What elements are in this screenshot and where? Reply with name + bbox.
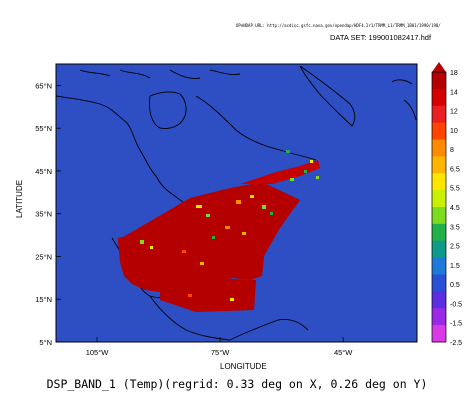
map-panel — [55, 63, 418, 343]
colorbar-segment — [432, 156, 446, 174]
colorbar-label: -2.5 — [450, 340, 462, 347]
swath-north-streak — [240, 160, 320, 184]
x-tick-label: 105°W — [86, 348, 110, 357]
colorbar-label: 5.5 — [450, 186, 460, 193]
colorbar-segment — [432, 207, 446, 225]
colorbar-label: 12 — [450, 109, 458, 116]
x-axis-title: LONGITUDE — [220, 362, 267, 371]
coast-hudson-bay — [149, 91, 187, 129]
colorbar-label: 1.5 — [450, 263, 460, 270]
axis-ticks — [56, 84, 344, 343]
colorbar-segment — [432, 122, 446, 140]
swath-main — [118, 182, 300, 292]
colorbar-segment — [432, 240, 446, 259]
coast-europe — [403, 99, 417, 121]
colorbar-label: 18 — [450, 70, 458, 77]
colorbar-segment — [432, 72, 446, 90]
colorbar-segment — [432, 291, 446, 309]
y-tick-label: 35°N — [35, 210, 52, 219]
colorbar-segment — [432, 223, 446, 242]
y-tick-labels: 15°N 25°N 35°N 45°N 55°N 65°N 5°N — [35, 81, 52, 347]
swath-gulf-west — [118, 230, 168, 272]
source-url-line: OPeNDAP URL: http://acdisc.gsfc.nasa.gov… — [236, 23, 441, 28]
x-tick-label: 45°W — [334, 348, 353, 357]
colorbar-label: 3.5 — [450, 224, 460, 231]
colorbar-segment — [432, 173, 446, 191]
colorbar-segment — [432, 139, 446, 157]
x-tick-labels: 105°W 75°W 45°W — [86, 348, 354, 357]
y-tick-label: 55°N — [35, 124, 52, 133]
y-tick-label: 5°N — [39, 338, 52, 347]
colorbar-label: 0.5 — [450, 282, 460, 289]
coast-central-america — [149, 295, 231, 341]
coast-arctic-islands — [79, 69, 241, 79]
coast-south-america — [229, 319, 309, 341]
swath-south — [160, 276, 256, 312]
data-swath — [118, 150, 320, 312]
colorbar-label: 6.5 — [450, 166, 460, 173]
coast-labrador — [195, 95, 317, 161]
colorbar-label: 14 — [450, 89, 458, 96]
colorbar-label: 4.5 — [450, 205, 460, 212]
colorbar-segment — [432, 257, 446, 275]
y-axis-title: LATITUDE — [15, 179, 24, 218]
swath-speckles — [140, 150, 319, 301]
colorbar-label: 10 — [450, 128, 458, 135]
chart-title: DSP_BAND_1 (Temp)(regrid: 0.33 deg on X,… — [46, 377, 428, 391]
colorbar-segment — [432, 325, 446, 343]
colorbar-label: 2.5 — [450, 244, 460, 251]
colorbar-segment — [432, 88, 446, 107]
coast-iceland — [391, 79, 413, 85]
y-tick-label: 45°N — [35, 167, 52, 176]
y-tick-label: 15°N — [35, 295, 52, 304]
y-tick-label: 65°N — [35, 81, 52, 90]
colorbar — [431, 62, 447, 343]
colorbar-label: 8 — [450, 147, 454, 154]
x-tick-label: 75°W — [211, 348, 230, 357]
colorbar-segment — [432, 105, 446, 124]
coast-greenland — [299, 65, 356, 127]
y-tick-label: 25°N — [35, 252, 52, 261]
dataset-label: DATA SET: 199001082417.hdf — [330, 33, 432, 42]
colorbar-segment — [432, 190, 446, 208]
colorbar-top-arrow — [432, 62, 446, 72]
colorbar-outline — [431, 71, 447, 343]
colorbar-label: -0.5 — [450, 301, 462, 308]
colorbar-label: -1.5 — [450, 321, 462, 328]
colorbar-labels: 18 14 12 10 8 6.5 5.5 4.5 3.5 2.5 1.5 0.5 -0.5 -1.5 -2… — [450, 70, 462, 347]
colorbar-segment — [432, 274, 446, 292]
colorbar-segment — [432, 308, 446, 326]
